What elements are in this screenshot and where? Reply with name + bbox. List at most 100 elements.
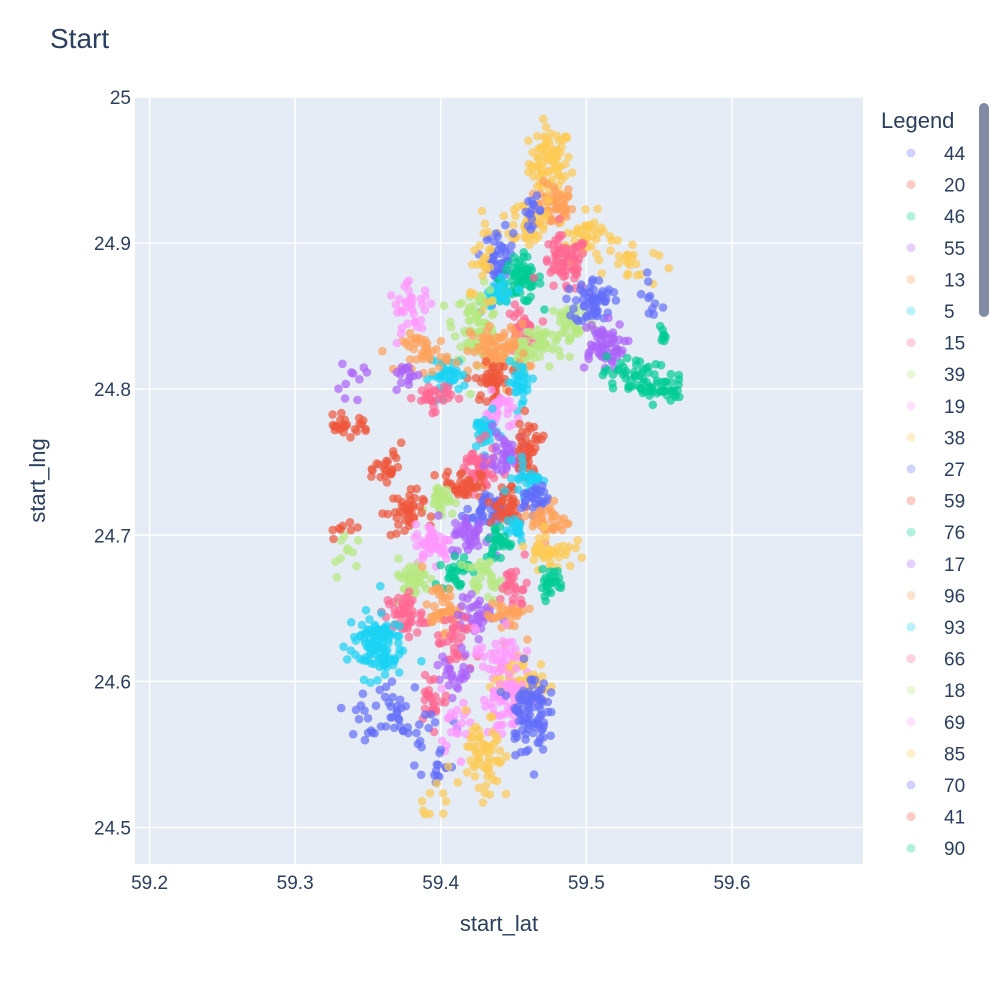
data-point — [503, 439, 513, 449]
data-point — [426, 512, 436, 521]
data-point — [503, 516, 513, 525]
data-point — [475, 732, 485, 742]
data-point — [405, 355, 415, 364]
data-point — [571, 250, 581, 259]
legend-label[interactable]: 39 — [944, 365, 965, 386]
legend-label[interactable]: 41 — [944, 808, 965, 829]
data-point — [481, 490, 490, 499]
data-point — [422, 600, 432, 609]
data-point — [573, 536, 582, 545]
data-point — [499, 211, 509, 221]
legend-label[interactable]: 90 — [944, 839, 965, 860]
data-point — [443, 637, 453, 646]
data-point — [457, 298, 467, 308]
legend-label[interactable]: 5 — [944, 302, 955, 323]
data-point — [434, 511, 443, 520]
data-point — [536, 506, 545, 515]
legend-label[interactable]: 93 — [944, 618, 965, 639]
legend-label[interactable]: 19 — [944, 397, 965, 418]
legend-label[interactable]: 55 — [944, 239, 965, 260]
data-point — [339, 642, 348, 651]
legend-label[interactable]: 18 — [944, 681, 965, 702]
data-point — [477, 483, 487, 492]
data-point — [468, 732, 477, 742]
data-point — [461, 650, 470, 659]
data-point — [446, 365, 456, 375]
data-point — [441, 691, 451, 700]
data-point — [415, 720, 424, 729]
data-point — [527, 476, 536, 486]
data-point — [457, 529, 466, 539]
data-point — [424, 538, 433, 548]
legend-label[interactable]: 76 — [944, 523, 965, 544]
data-point — [545, 567, 555, 576]
data-point — [457, 718, 467, 728]
data-point — [520, 550, 529, 559]
data-point — [476, 418, 485, 428]
legend-label[interactable]: 46 — [944, 207, 965, 228]
legend-label[interactable]: 59 — [944, 492, 965, 513]
data-point — [554, 136, 564, 145]
data-point — [338, 359, 347, 369]
x-tick-label: 59.2 — [131, 873, 168, 894]
data-point — [346, 646, 356, 655]
data-point — [376, 722, 386, 731]
data-point — [528, 447, 538, 457]
data-point — [468, 331, 477, 341]
data-point — [408, 564, 418, 573]
data-point — [579, 302, 589, 311]
legend-label[interactable]: 20 — [944, 176, 965, 197]
data-point — [489, 686, 499, 696]
legend-scrollbar[interactable] — [979, 103, 989, 317]
data-point — [404, 587, 414, 596]
legend-label[interactable]: 70 — [944, 776, 965, 797]
data-point — [506, 474, 516, 483]
data-point — [504, 422, 514, 431]
data-point — [555, 162, 565, 172]
data-point — [395, 645, 405, 654]
data-point — [403, 504, 413, 514]
legend-label[interactable]: 66 — [944, 650, 965, 671]
data-point — [560, 321, 570, 331]
data-point — [547, 707, 556, 717]
data-point — [655, 321, 665, 331]
legend-label[interactable]: 96 — [944, 586, 965, 607]
data-point — [436, 560, 445, 570]
legend-label[interactable]: 38 — [944, 428, 965, 449]
data-point — [450, 486, 460, 495]
legend-label[interactable]: 17 — [944, 555, 965, 576]
legend-label[interactable]: 13 — [944, 270, 965, 291]
data-point — [394, 631, 404, 641]
data-point — [425, 788, 435, 798]
data-point — [373, 643, 383, 652]
data-point — [438, 736, 447, 746]
legend-label[interactable]: 15 — [944, 334, 965, 355]
data-point — [376, 581, 385, 591]
data-point — [476, 326, 485, 336]
data-point — [519, 654, 529, 664]
data-point — [503, 340, 512, 350]
data-point — [386, 713, 396, 722]
legend-label[interactable]: 27 — [944, 460, 965, 481]
data-point — [456, 342, 465, 352]
data-point — [592, 249, 601, 259]
data-point — [541, 152, 551, 162]
data-point — [528, 374, 538, 384]
legend-label[interactable]: 85 — [944, 744, 965, 765]
data-point — [658, 303, 668, 312]
data-point — [394, 520, 403, 529]
legend-label[interactable]: 44 — [944, 144, 966, 165]
data-point — [436, 697, 446, 706]
data-point — [542, 580, 552, 590]
legend-label[interactable]: 69 — [944, 713, 965, 734]
data-point — [465, 742, 474, 751]
data-point — [389, 723, 399, 733]
data-point — [465, 664, 475, 674]
data-point — [397, 362, 407, 372]
data-point — [445, 664, 454, 674]
data-point — [562, 251, 572, 260]
data-point — [546, 731, 555, 740]
data-point — [499, 362, 509, 371]
data-point — [614, 335, 624, 345]
data-point — [452, 682, 461, 692]
